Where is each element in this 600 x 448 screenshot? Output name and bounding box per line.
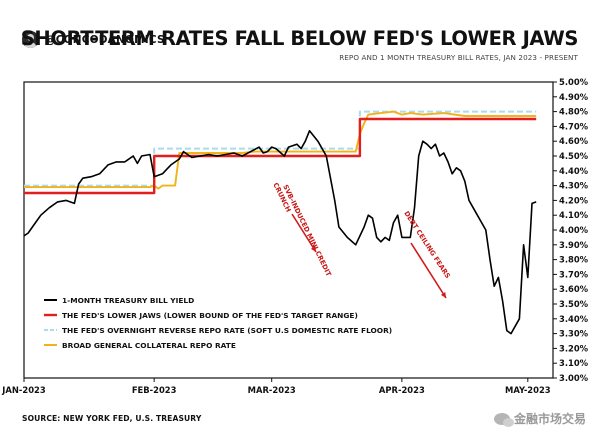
- annotation-arrowhead: [440, 292, 446, 298]
- source-note: SOURCE: NEW YORK FED, U.S. TREASURY: [22, 414, 202, 423]
- y-tick-label: 4.40%: [559, 166, 589, 176]
- y-tick-label: 4.90%: [559, 92, 589, 102]
- y-tick-label: 3.00%: [559, 373, 589, 383]
- author-handle: @CONCODANOMICS: [45, 33, 165, 46]
- x-tick-label: MAY-2023: [505, 385, 551, 395]
- y-tick-label: 4.50%: [559, 151, 589, 161]
- y-tick-label: 3.70%: [559, 269, 589, 279]
- y-tick-label: 5.00%: [559, 77, 589, 87]
- x-tick-label: MAR-2023: [248, 385, 296, 395]
- y-tick-label: 3.50%: [559, 299, 589, 309]
- avatar: [22, 31, 39, 48]
- annotation-arrow: [410, 242, 447, 299]
- y-tick-label: 3.30%: [559, 329, 589, 339]
- annotation-arrowhead: [310, 246, 316, 252]
- annotation-line: SVB-INDUCED MINI CREDIT: [281, 183, 333, 278]
- reverse-repo-rate-line: [24, 110, 537, 187]
- x-tick-label: APR-2023: [379, 385, 425, 395]
- y-tick-label: 3.60%: [559, 284, 589, 294]
- x-tick-label: FEB-2023: [132, 385, 177, 395]
- watermark-text: 金融市场交易: [513, 412, 586, 426]
- y-tick-label: 3.90%: [559, 240, 589, 250]
- y-tick-label: 4.10%: [559, 210, 589, 220]
- y-tick-label: 4.00%: [559, 225, 589, 235]
- y-tick-label: 4.60%: [559, 136, 589, 146]
- annotation-arrow: [291, 213, 317, 253]
- y-tick-label: 4.80%: [559, 107, 589, 117]
- tbill-yield-line: [23, 130, 537, 335]
- legend-reverse-repo-rate-label: THE FED'S OVERNIGHT REVERSE REPO RATE (S…: [62, 326, 392, 335]
- fed-lower-jaws-line: [24, 117, 537, 195]
- y-tick-label: 4.30%: [559, 181, 589, 191]
- x-tick-label: JAN-2023: [1, 385, 46, 395]
- y-tick-label: 3.20%: [559, 343, 589, 353]
- wechat-icon: [493, 412, 514, 427]
- bgcr-repo-rate-line: [24, 110, 537, 190]
- y-tick-label: 3.10%: [559, 358, 589, 368]
- y-tick-label: 3.40%: [559, 314, 589, 324]
- y-tick-label: 4.70%: [559, 121, 589, 131]
- brand: @CONCODANOMICS: [22, 31, 165, 48]
- y-tick-label: 3.80%: [559, 255, 589, 265]
- legend-tbill-yield-label: 1-MONTH TREASURY BILL YIELD: [62, 296, 194, 305]
- y-tick-label: 4.20%: [559, 195, 589, 205]
- chart-title: SHORT-TERM RATES FALL BELOW FED'S LOWER …: [20, 27, 579, 50]
- legend-bgcr-repo-rate-label: BROAD GENERAL COLLATERAL REPO RATE: [62, 341, 236, 350]
- watermark: 金融市场交易: [493, 410, 586, 427]
- chart-subtitle: REPO AND 1 MONTH TREASURY BILL RATES, JA…: [339, 53, 578, 62]
- legend-fed-lower-jaws-label: THE FED'S LOWER JAWS (LOWER BOUND OF THE…: [62, 311, 358, 320]
